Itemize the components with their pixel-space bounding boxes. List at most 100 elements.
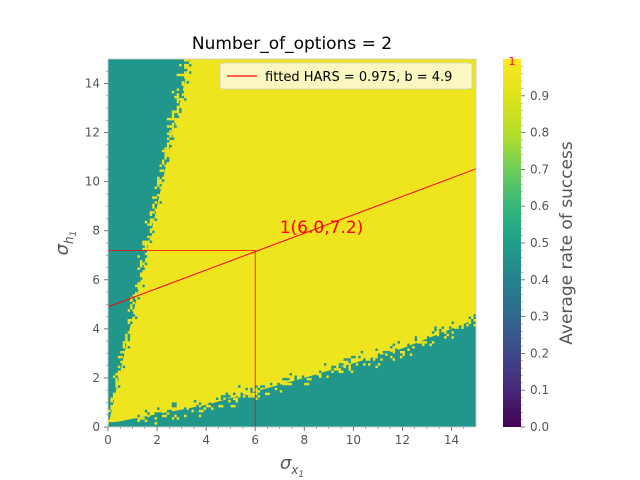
boundary-noise (108, 59, 476, 425)
heatmap-cell (343, 358, 346, 361)
heatmap-cell (186, 407, 189, 410)
heatmap-cell (348, 360, 351, 364)
heatmap-cell (154, 196, 158, 199)
heatmap-cell (441, 326, 445, 329)
heatmap-cell (154, 186, 158, 190)
heatmap-cell (395, 348, 398, 351)
heatmap-cell (468, 316, 472, 320)
heatmap-cell (144, 247, 148, 251)
heatmap-cell (294, 375, 297, 378)
heatmap-cell (468, 321, 472, 324)
heatmap-cell (122, 343, 126, 347)
heatmap-cell (164, 154, 167, 158)
y-tick-label: 0 (92, 420, 100, 434)
heatmap-cell (184, 407, 187, 410)
heatmap-cell (159, 181, 162, 185)
heatmap-cell (318, 370, 322, 374)
heatmap-cell (139, 277, 143, 280)
heatmap-cell (306, 377, 310, 381)
heatmap-cell (203, 407, 207, 410)
heatmap-cell (152, 220, 155, 224)
heatmap-cell (130, 306, 133, 310)
heatmap-cell (174, 120, 177, 123)
heatmap-cell (166, 144, 170, 148)
heatmap-cell (348, 358, 351, 361)
heatmap-cell (431, 341, 435, 344)
heatmap-cell (164, 149, 167, 153)
heatmap-cell (407, 343, 410, 347)
heatmap-cell (157, 407, 160, 410)
colorbar-tick-label: 0.1 (530, 383, 549, 397)
heatmap-cell (380, 358, 383, 361)
heatmap-cell (164, 152, 167, 155)
heatmap-cell (255, 397, 258, 401)
heatmap-cell (375, 365, 378, 369)
x-tick-label: 2 (153, 433, 161, 447)
heatmap-cell (142, 417, 145, 420)
heatmap-cell (166, 142, 170, 145)
heatmap-cell (130, 321, 133, 324)
colorbar-tick-label: 0.4 (530, 273, 549, 287)
heatmap-cell (242, 395, 246, 398)
heatmap-cell (257, 390, 261, 393)
heatmap-cell (453, 326, 457, 329)
heatmap-cell (117, 385, 121, 388)
heatmap-cell (220, 397, 224, 401)
heatmap-cell (164, 414, 167, 418)
heatmap-cell (439, 328, 442, 332)
heatmap-cell (169, 135, 172, 138)
heatmap-cell (149, 223, 153, 226)
heatmap-cell (164, 164, 167, 167)
heatmap-cell (122, 350, 126, 354)
heatmap-cell (110, 400, 113, 403)
heatmap-cell (223, 395, 226, 398)
y-tick-label: 2 (92, 371, 100, 385)
heatmap-cell (316, 373, 319, 376)
y-tick-label: 4 (92, 322, 100, 336)
heatmap-cell (461, 323, 464, 327)
heatmap-cell (122, 365, 126, 369)
heatmap-cell (184, 73, 187, 77)
heatmap-cell (144, 220, 148, 224)
heatmap-cell (184, 76, 187, 79)
boundary-noise-inner (117, 63, 476, 418)
heatmap-cell (171, 122, 175, 126)
heatmap-cell (348, 363, 351, 366)
heatmap-cell (372, 355, 376, 359)
heatmap-cell (238, 385, 241, 388)
heatmap-cell (142, 267, 145, 270)
heatmap-cell (149, 211, 153, 214)
annotation-label: 1(6.0,7.2) (280, 218, 364, 238)
heatmap-cell (392, 350, 396, 354)
heatmap-cell (142, 262, 145, 266)
heatmap-cell (176, 88, 180, 91)
heatmap-cell (225, 395, 229, 398)
heatmap-cell (154, 422, 158, 425)
heatmap-cell (181, 90, 185, 94)
heatmap-cell (122, 346, 126, 349)
heatmap-cell (125, 333, 128, 337)
heatmap-cell (184, 71, 187, 74)
heatmap-cell (233, 397, 236, 401)
heatmap-cell (252, 395, 256, 398)
heatmap-cell (252, 392, 256, 396)
success-region (108, 59, 476, 427)
heatmap-cell (159, 201, 162, 204)
heatmap-cell (196, 404, 199, 408)
heatmap-cell (147, 412, 150, 415)
heatmap-cell (171, 404, 175, 408)
heatmap-cell (152, 203, 155, 207)
heatmap-cell (179, 73, 182, 77)
heatmap-cell (169, 125, 172, 128)
heatmap-cell (117, 375, 121, 378)
heatmap-cell (115, 382, 118, 386)
heatmap-cell (198, 414, 202, 418)
heatmap-cell (397, 341, 400, 344)
colorbar-tick-label: 0.5 (530, 236, 549, 250)
heatmap-cell (444, 331, 447, 334)
heatmap-cell (134, 316, 138, 320)
heatmap-cell (336, 368, 339, 371)
heatmap-cell (257, 395, 261, 398)
heatmap-cell (257, 387, 261, 391)
